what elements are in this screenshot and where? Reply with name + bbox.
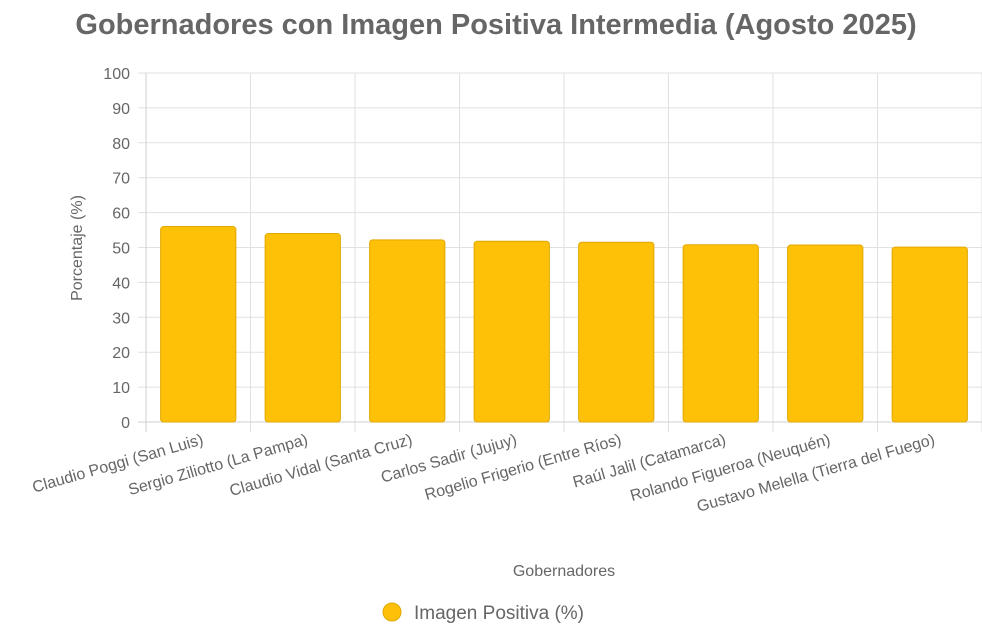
x-tick-label: Sergio Ziliotto (La Pampa): [127, 432, 310, 500]
y-tick-label: 10: [112, 380, 130, 397]
y-axis-ticks: 0 10 20 30 40 50 60 70 80 90 100: [103, 66, 130, 432]
y-axis-title: Porcentaje (%): [69, 195, 86, 301]
y-tick-label: 20: [112, 345, 130, 362]
legend[interactable]: Imagen Positiva (%): [382, 602, 584, 624]
y-tick-label: 100: [103, 66, 130, 83]
legend-swatch: [382, 602, 402, 622]
chart-title: Gobernadores con Imagen Positiva Interme…: [75, 9, 916, 41]
bars: [160, 226, 968, 423]
legend-label: Imagen Positiva (%): [414, 603, 584, 624]
y-tick-label: 0: [121, 415, 130, 432]
y-tick-label: 50: [112, 241, 130, 258]
bar[interactable]: [264, 233, 341, 423]
bar[interactable]: [578, 241, 655, 423]
bar[interactable]: [160, 226, 237, 423]
y-tick-label: 30: [112, 310, 130, 327]
y-tick-label: 90: [112, 101, 130, 118]
x-tick-label: Claudio Poggi (San Luis): [31, 432, 206, 497]
x-axis-title: Gobernadores: [513, 563, 615, 580]
bar[interactable]: [891, 246, 968, 423]
bar[interactable]: [369, 239, 446, 423]
bar[interactable]: [473, 240, 550, 423]
x-tick-label: Claudio Vidal (Santa Cruz): [228, 432, 414, 500]
y-tick-label: 60: [112, 206, 130, 223]
y-tick-label: 40: [112, 275, 130, 292]
bar[interactable]: [682, 244, 759, 423]
y-tick-label: 70: [112, 171, 130, 188]
y-tick-label: 80: [112, 136, 130, 153]
bar[interactable]: [787, 244, 864, 423]
x-axis-ticks: Claudio Poggi (San Luis)Sergio Ziliotto …: [31, 432, 937, 516]
